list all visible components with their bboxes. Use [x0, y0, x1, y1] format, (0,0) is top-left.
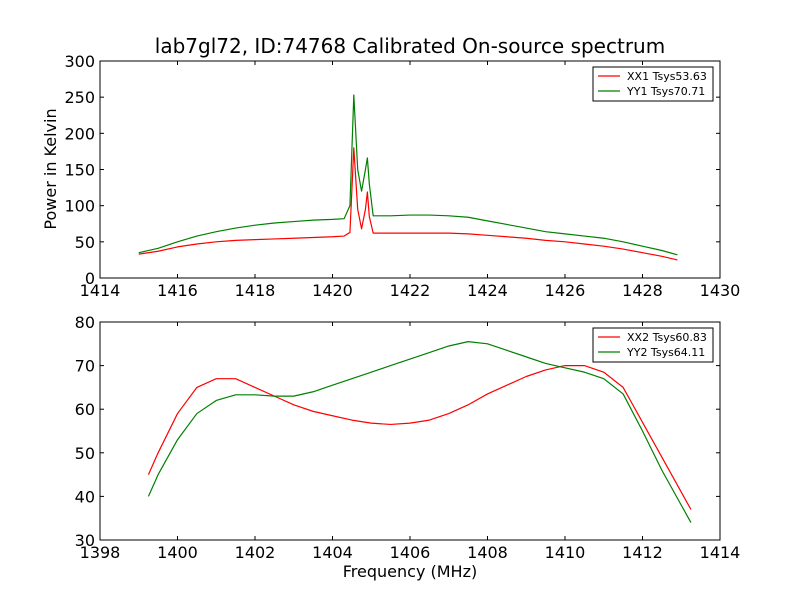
top-spectrum-panel: 1414 1416 1418 1420 1422 1424 1426 1428 1430 0 50 1… [64, 52, 740, 300]
x-tick-label: 1404 [312, 543, 353, 562]
y-tick-label: 80 [75, 313, 95, 332]
x-tick-label: 1426 [545, 281, 586, 300]
y-tick-label: 40 [75, 487, 95, 506]
legend-box [592, 66, 714, 102]
y-tick-label: 250 [64, 88, 95, 107]
series-line-1 [147, 365, 692, 510]
x-tick-label: 1402 [235, 543, 276, 562]
legend-box [592, 327, 714, 363]
y-tick-label: 30 [75, 531, 95, 550]
series-line-2 [138, 94, 678, 256]
x-tick-label: 1416 [157, 281, 198, 300]
legend-label: XX1 Tsys53.63 [627, 70, 707, 83]
legend-label: XX2 Tsys60.83 [627, 331, 707, 344]
x-tick-label: 1422 [390, 281, 431, 300]
y-tick-label: 200 [64, 124, 95, 143]
y-tick-label: 50 [75, 233, 95, 252]
x-tick-label: 1412 [622, 543, 663, 562]
y-axis-label-top: Power in Kelvin [41, 108, 60, 229]
x-tick-label: 1424 [467, 281, 508, 300]
legend-label: YY1 Tsys70.71 [626, 85, 705, 98]
x-tick-label: 1408 [467, 543, 508, 562]
series-line-2 [147, 341, 692, 523]
x-tick-label: 1418 [235, 281, 276, 300]
y-tick-label: 300 [64, 52, 95, 71]
y-tick-label: 150 [64, 161, 95, 180]
x-tick-label: 1410 [545, 543, 586, 562]
y-tick-label: 50 [75, 444, 95, 463]
y-tick-label: 0 [85, 269, 95, 288]
x-tick-label: 1428 [622, 281, 663, 300]
x-tick-label: 1400 [157, 543, 198, 562]
legend: XX1 Tsys53.63 YY1 Tsys70.71 [592, 66, 714, 102]
x-tick-label: 1420 [312, 281, 353, 300]
x-tick-label: 1414 [700, 543, 741, 562]
x-tick-label: 1414 [80, 281, 121, 300]
bottom-spectrum-panel: 1398 1400 1402 1404 1406 1408 1410 1412 1414 30 40… [75, 313, 741, 562]
legend: XX2 Tsys60.83 YY2 Tsys64.11 [592, 327, 714, 363]
x-tick-label: 1430 [700, 281, 741, 300]
x-tick-label: 1406 [390, 543, 431, 562]
series-line-1 [138, 147, 678, 261]
legend-label: YY2 Tsys64.11 [626, 346, 705, 359]
x-tick-label: 1398 [80, 543, 121, 562]
figure-title: lab7gl72, ID:74768 Calibrated On-source … [155, 34, 665, 58]
y-tick-label: 70 [75, 357, 95, 376]
x-axis-label-bottom: Frequency (MHz) [343, 562, 477, 581]
y-tick-label: 60 [75, 400, 95, 419]
y-tick-label: 100 [64, 197, 95, 216]
